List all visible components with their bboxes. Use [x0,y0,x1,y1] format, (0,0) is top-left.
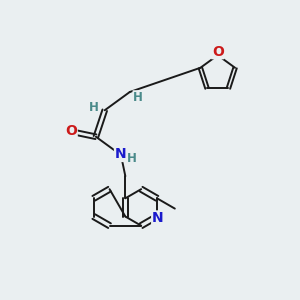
Text: H: H [88,101,98,114]
Text: H: H [127,152,137,165]
Text: O: O [212,45,224,59]
Text: N: N [152,211,164,225]
Text: O: O [65,124,77,138]
Text: N: N [115,147,126,161]
Text: H: H [133,91,143,104]
